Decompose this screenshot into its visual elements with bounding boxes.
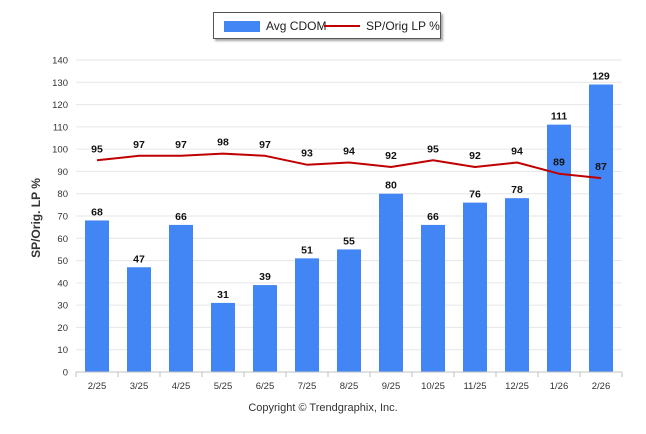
line-data-label: 94 bbox=[343, 146, 355, 158]
line-data-label: 97 bbox=[175, 139, 187, 151]
y-tick-label: 80 bbox=[57, 189, 68, 200]
bar bbox=[85, 220, 109, 372]
bar-data-label: 51 bbox=[301, 244, 313, 256]
line-data-label: 89 bbox=[553, 157, 565, 169]
x-tick-label: 8/25 bbox=[340, 381, 359, 392]
line-data-label: 95 bbox=[91, 143, 103, 155]
copyright-text: Copyright © Trendgraphix, Inc. bbox=[248, 402, 398, 414]
x-tick-label: 5/25 bbox=[214, 381, 233, 392]
bar bbox=[379, 193, 403, 372]
bar-data-label: 129 bbox=[592, 71, 610, 83]
bar-data-label: 55 bbox=[343, 235, 355, 247]
y-tick-label: 70 bbox=[57, 212, 68, 223]
legend-bar-label: Avg CDOM bbox=[266, 19, 327, 33]
bar bbox=[505, 198, 529, 372]
y-tick-label: 60 bbox=[57, 234, 68, 245]
bar-data-label: 39 bbox=[259, 271, 271, 283]
legend: Avg CDOM SP/Orig LP % bbox=[213, 12, 441, 39]
x-tick-label: 10/25 bbox=[421, 381, 445, 392]
bar-data-label: 47 bbox=[133, 253, 145, 265]
y-tick-label: 0 bbox=[63, 368, 68, 379]
y-axis-title: SP/Orig. LP % bbox=[29, 178, 43, 258]
bar-data-label: 66 bbox=[175, 211, 187, 223]
x-tick-label: 4/25 bbox=[172, 381, 191, 392]
y-axis: 0 10 20 30 40 50 60 70 80 90 100 110 120 130 140 bbox=[52, 56, 68, 379]
line-series bbox=[96, 152, 602, 180]
x-tick-label: 2/26 bbox=[592, 381, 611, 392]
legend-line-label: SP/Orig LP % bbox=[366, 19, 440, 33]
bar bbox=[589, 84, 613, 372]
bar bbox=[295, 258, 319, 372]
line-data-label: 92 bbox=[385, 150, 397, 162]
y-tick-label: 10 bbox=[57, 345, 68, 356]
legend-item-line[interactable]: SP/Orig LP % bbox=[324, 19, 440, 33]
y-tick-label: 90 bbox=[57, 167, 68, 178]
bar-data-label: 68 bbox=[91, 206, 103, 218]
y-tick-label: 50 bbox=[57, 256, 68, 267]
bar bbox=[127, 267, 151, 372]
legend-bar-swatch bbox=[224, 20, 260, 32]
bar-data-label: 31 bbox=[217, 289, 229, 301]
legend-line-swatch bbox=[324, 25, 360, 27]
bar bbox=[169, 224, 193, 372]
bar bbox=[337, 249, 361, 372]
line-data-label: 87 bbox=[595, 161, 607, 173]
line-data-label: 97 bbox=[133, 139, 145, 151]
x-tick-label: 12/25 bbox=[505, 381, 529, 392]
y-tick-label: 100 bbox=[52, 145, 68, 156]
bar bbox=[463, 202, 487, 372]
bar-data-labels: 68 47 66 31 39 51 55 80 66 76 78 111 129 bbox=[91, 71, 610, 301]
y-tick-label: 110 bbox=[53, 122, 68, 133]
legend-item-bar[interactable]: Avg CDOM bbox=[224, 19, 326, 33]
line-data-label: 95 bbox=[427, 143, 439, 155]
line-path bbox=[96, 152, 602, 180]
bar bbox=[253, 285, 277, 372]
bar-series bbox=[85, 84, 613, 372]
line-data-label: 97 bbox=[259, 139, 271, 151]
x-tick-label: 9/25 bbox=[382, 381, 401, 392]
bar bbox=[547, 124, 571, 372]
x-tick-label: 7/25 bbox=[298, 381, 317, 392]
bar bbox=[211, 302, 235, 372]
line-data-label: 92 bbox=[469, 150, 481, 162]
x-tick-label: 11/25 bbox=[463, 381, 486, 392]
y-tick-label: 40 bbox=[57, 278, 68, 289]
x-tick-label: 6/25 bbox=[256, 381, 275, 392]
x-tick-label: 1/26 bbox=[550, 381, 569, 392]
y-tick-label: 20 bbox=[57, 323, 68, 334]
y-tick-label: 140 bbox=[52, 56, 68, 67]
x-tick-label: 2/25 bbox=[88, 381, 107, 392]
line-data-label: 93 bbox=[301, 148, 313, 160]
x-tick-label: 3/25 bbox=[130, 381, 149, 392]
bar-data-label: 78 bbox=[511, 184, 523, 196]
line-data-label: 98 bbox=[217, 137, 229, 149]
bar-data-label: 80 bbox=[385, 180, 397, 192]
y-tick-label: 120 bbox=[52, 100, 68, 111]
x-axis: 2/25 3/25 4/25 5/25 6/25 7/25 8/25 9/25 10/25 11/… bbox=[75, 371, 623, 392]
bar-data-label: 66 bbox=[427, 211, 439, 223]
y-tick-label: 30 bbox=[57, 301, 68, 312]
bar bbox=[421, 224, 445, 372]
line-data-label: 94 bbox=[511, 146, 523, 158]
y-tick-label: 130 bbox=[52, 78, 68, 89]
bar-data-label: 111 bbox=[551, 111, 568, 123]
bar-data-label: 76 bbox=[469, 189, 481, 201]
line-data-labels: 95 97 97 98 97 93 94 92 95 92 94 89 87 bbox=[91, 137, 607, 174]
